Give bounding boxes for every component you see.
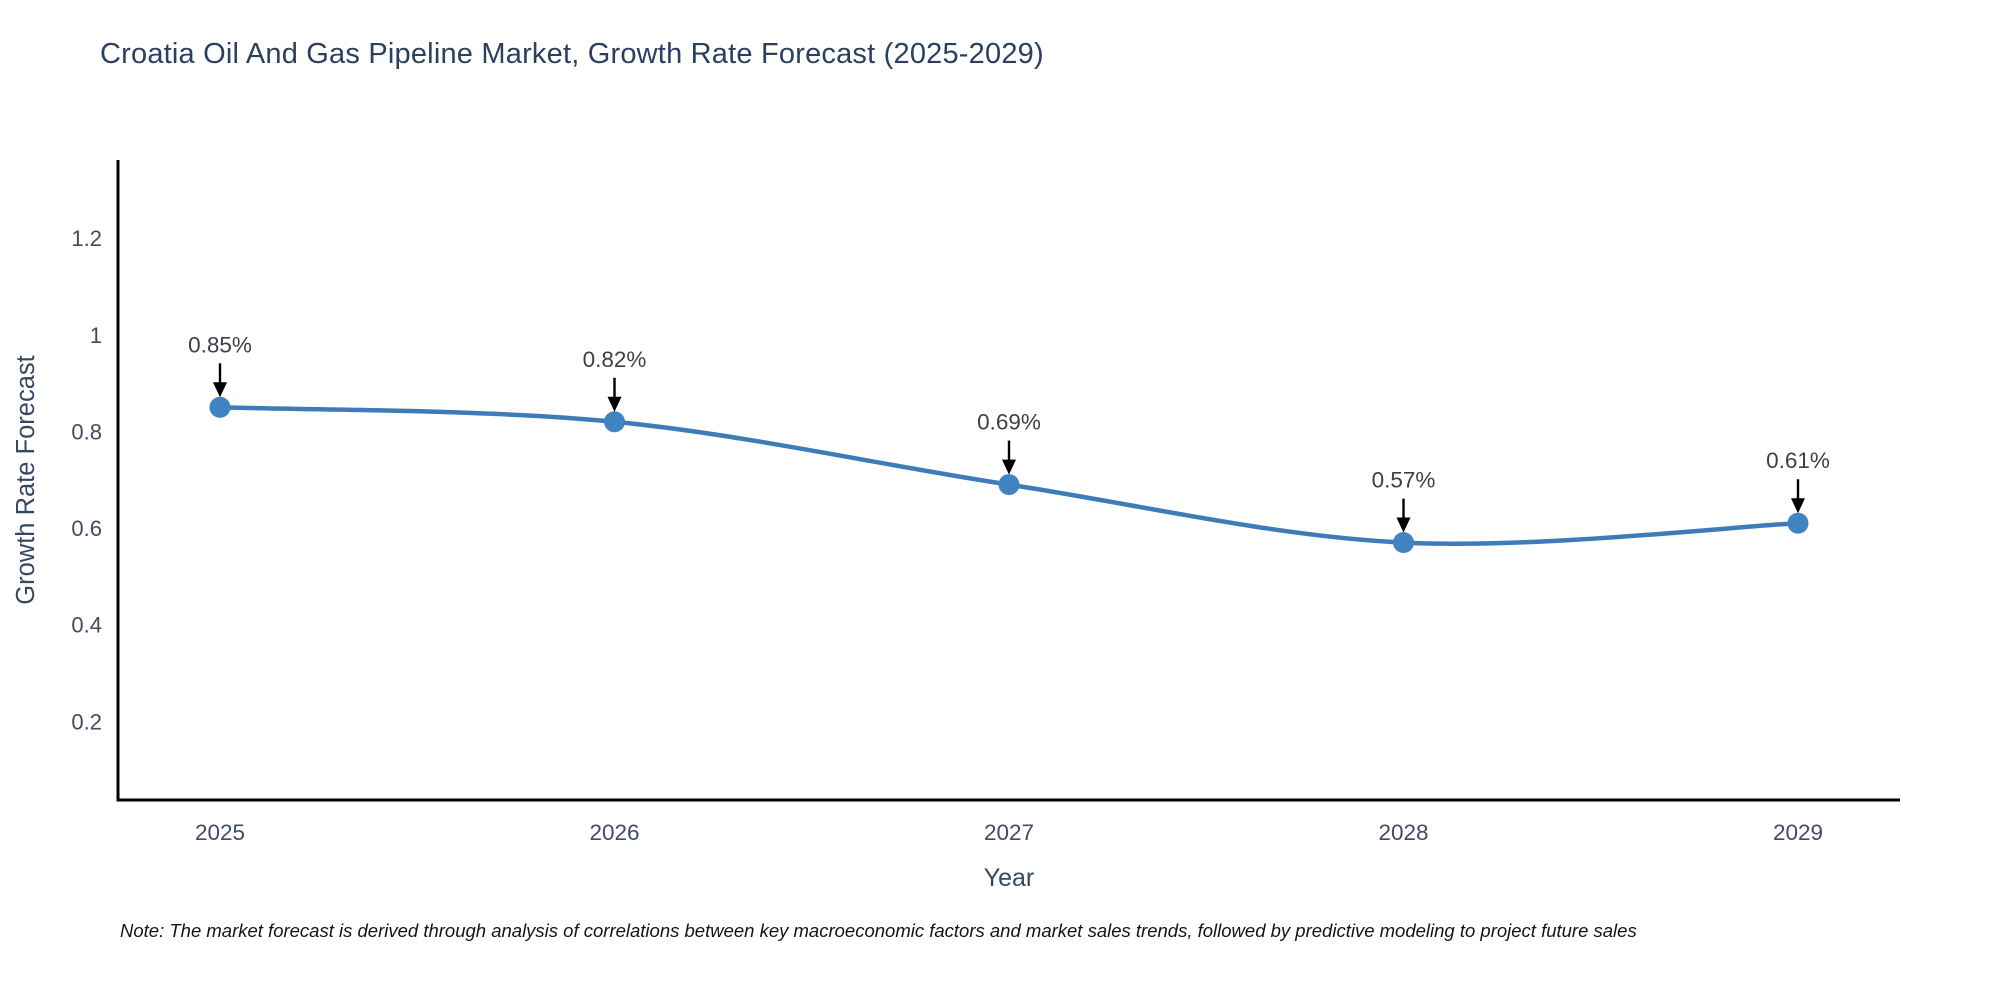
chart-note-container: Note: The market forecast is derived thr… <box>120 920 2000 960</box>
annotation-arrow-head <box>1002 459 1016 475</box>
x-tick-label: 2025 <box>195 820 245 845</box>
y-tick-label: 0.4 <box>71 613 102 638</box>
annotation-arrow-head <box>1396 517 1411 533</box>
annotation-arrow-head <box>1791 498 1805 514</box>
point-value-label: 0.57% <box>1372 468 1436 493</box>
y-tick-label: 1 <box>90 323 102 348</box>
chart-note: Note: The market forecast is derived thr… <box>120 920 1637 941</box>
y-tick-label: 0.8 <box>71 419 102 444</box>
data-point-marker <box>998 474 1020 496</box>
point-value-label: 0.61% <box>1766 448 1830 473</box>
annotation-arrow-head <box>607 396 622 412</box>
data-point-marker <box>604 411 625 433</box>
x-tick-label: 2026 <box>589 820 639 845</box>
y-axis-title: Growth Rate Forecast <box>12 355 40 604</box>
x-axis-title: Year <box>984 864 1035 892</box>
point-value-label: 0.82% <box>583 347 647 372</box>
chart-title: Croatia Oil And Gas Pipeline Market, Gro… <box>100 38 1044 70</box>
x-tick-label: 2028 <box>1378 820 1428 845</box>
data-point-marker <box>209 396 231 418</box>
y-tick-label: 0.6 <box>71 516 102 541</box>
point-value-label: 0.85% <box>188 332 252 357</box>
y-tick-label: 1.2 <box>71 226 102 251</box>
data-point-marker <box>1787 512 1809 534</box>
annotation-arrow-head <box>213 382 227 398</box>
point-value-label: 0.69% <box>977 410 1041 435</box>
data-point-marker <box>1393 532 1414 554</box>
x-tick-label: 2029 <box>1773 820 1823 845</box>
x-tick-label: 2027 <box>984 820 1034 845</box>
y-tick-label: 0.2 <box>71 709 102 734</box>
